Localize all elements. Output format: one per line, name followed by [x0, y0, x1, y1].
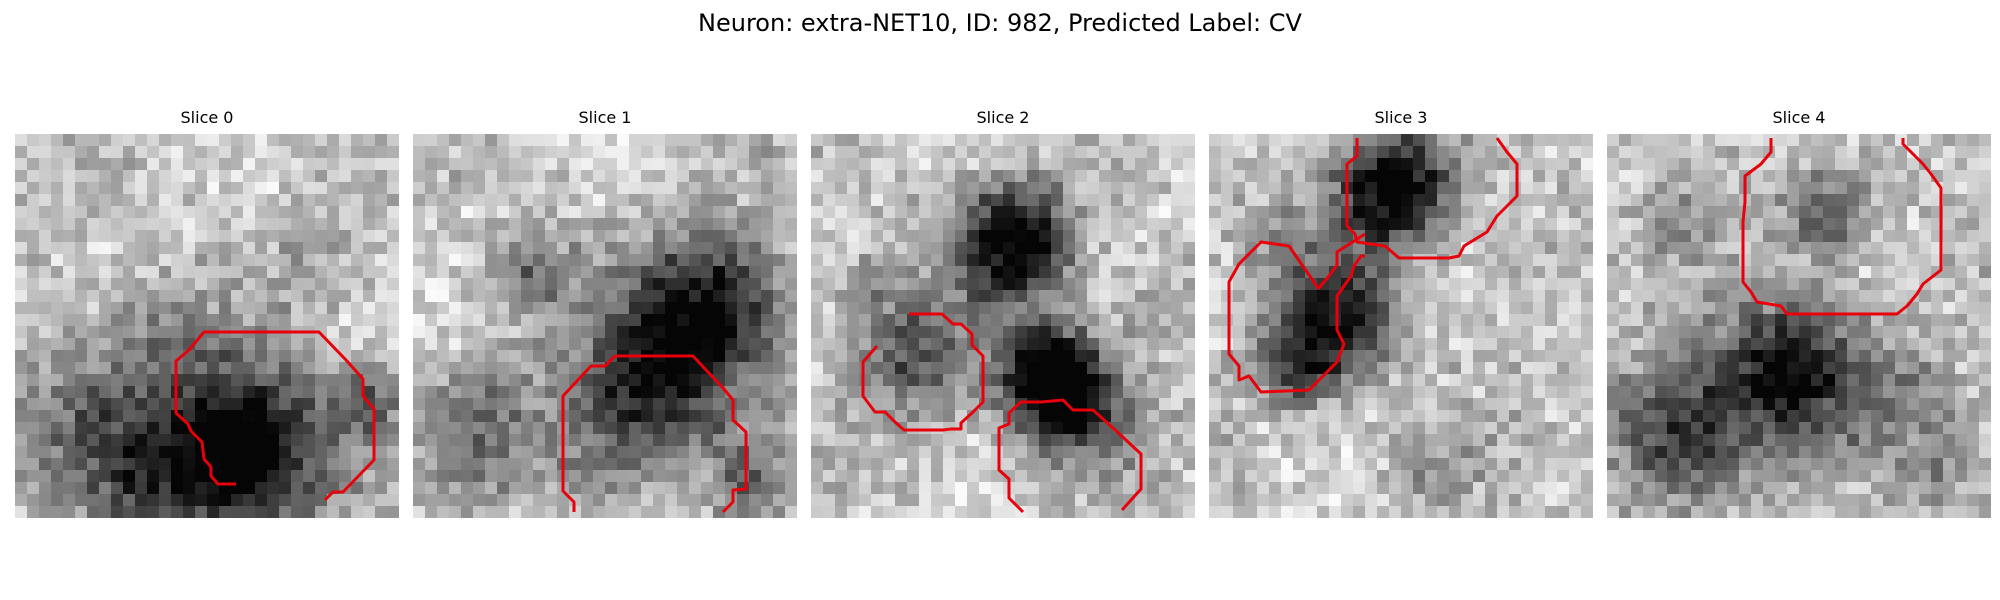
slice-image-4 [1607, 134, 1991, 518]
slice-title-4: Slice 4 [1772, 108, 1826, 127]
slice-panel-2: Slice 2 [811, 108, 1195, 518]
slice-image-1 [413, 134, 797, 518]
slice-title-2: Slice 2 [976, 108, 1030, 127]
slice-pixels-1 [413, 134, 797, 518]
slice-title-3: Slice 3 [1374, 108, 1428, 127]
slice-panel-3: Slice 3 [1209, 108, 1593, 518]
slice-pixels-3 [1209, 134, 1593, 518]
slice-panel-0: Slice 0 [15, 108, 399, 518]
segmentation-contour [561, 354, 748, 514]
slice-panel-1: Slice 1 [413, 108, 797, 518]
slice-image-0 [15, 134, 399, 518]
segmentation-contour [174, 330, 376, 502]
segmentation-contour [1741, 138, 1943, 316]
slice-title-0: Slice 0 [180, 108, 234, 127]
slice-image-3 [1209, 134, 1593, 518]
segmentation-contour [1345, 137, 1519, 260]
figure-title: Neuron: extra-NET10, ID: 982, Predicted … [698, 9, 1302, 37]
slice-image-2 [811, 134, 1195, 518]
slice-pixels-0 [15, 134, 399, 518]
segmentation-contour [997, 398, 1143, 514]
contour-overlay-0 [174, 330, 376, 502]
slice-panel-4: Slice 4 [1607, 108, 1991, 518]
contour-overlay-3 [1227, 137, 1519, 394]
slice-pixels-4 [1607, 134, 1991, 518]
contour-overlay-1 [561, 354, 748, 514]
segmentation-contour [861, 312, 985, 432]
contour-overlay-2 [861, 312, 1143, 514]
slice-title-1: Slice 1 [578, 108, 632, 127]
contour-overlay-4 [1741, 138, 1943, 316]
slice-pixels-2 [811, 134, 1195, 518]
segmentation-contour [1227, 232, 1366, 394]
